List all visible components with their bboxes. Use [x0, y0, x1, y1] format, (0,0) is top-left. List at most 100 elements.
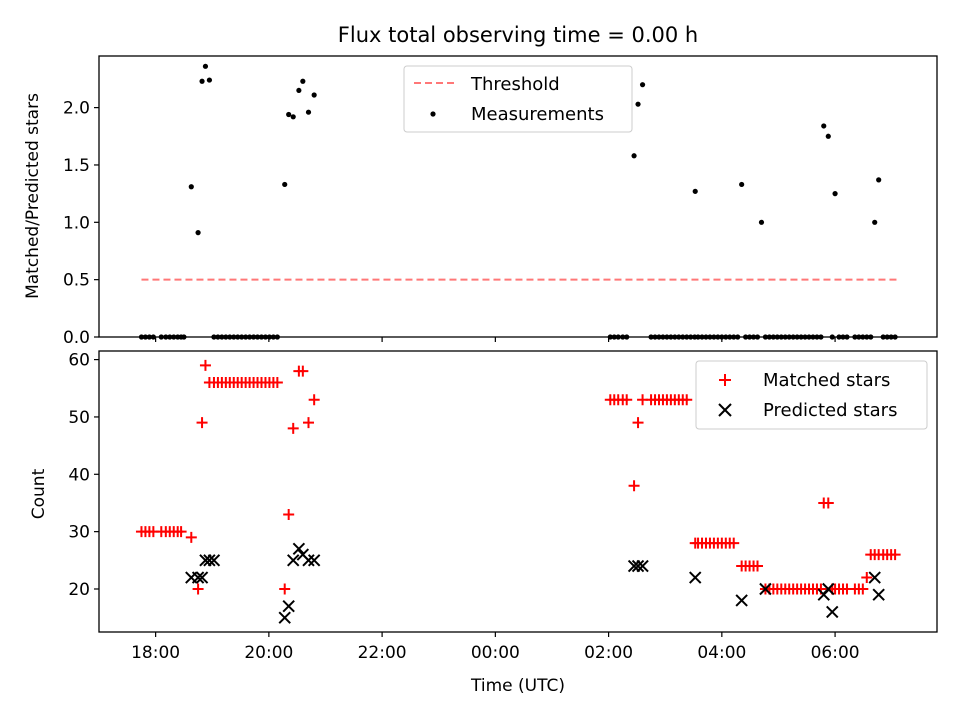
legend-label-matched: Matched stars	[763, 370, 890, 391]
legend-box	[403, 65, 633, 133]
measurement-point	[286, 111, 292, 118]
matched-stars-legend-swatch	[719, 374, 731, 386]
matched-star-point	[185, 531, 197, 543]
y-tick-label: 1.0	[63, 213, 90, 233]
legend-label-threshold: Threshold	[470, 74, 560, 95]
measurement-point	[821, 123, 827, 129]
measurement-point	[832, 191, 838, 197]
flux-ratio-axes: Flux total observing time = 0.00 h 0.00.…	[23, 23, 938, 348]
predicted-star-point	[191, 571, 205, 584]
predicted-star-point	[759, 582, 772, 596]
measurement-point	[195, 230, 201, 236]
measurement-point	[739, 181, 745, 188]
predicted-star-point	[636, 559, 649, 573]
y-tick-label: 0.5	[63, 271, 90, 291]
matched-star-point	[628, 480, 640, 492]
predicted-star-point	[868, 571, 881, 584]
predicted-star-point	[278, 611, 291, 624]
measurement-point	[758, 219, 765, 225]
measurement-point	[282, 181, 288, 188]
axes-frame	[98, 350, 938, 633]
predicted-star-point	[292, 542, 306, 556]
y-tick-group: 0.0 0.5 1.0 1.5 2.0	[63, 99, 99, 348]
x-tick-label: 06:00	[811, 643, 860, 663]
predicted-star-point	[631, 559, 645, 573]
legend-label-predicted: Predicted stars	[763, 400, 897, 421]
matched-star-point	[192, 583, 204, 595]
matched-star-point	[728, 537, 740, 549]
matched-star-point	[889, 549, 901, 561]
measurement-point	[631, 153, 637, 159]
matched-star-point	[283, 508, 295, 520]
y-tick-label: 20	[68, 580, 90, 600]
y-tick-label: 1.5	[63, 156, 90, 176]
legend-box	[695, 360, 928, 430]
matched-star-point	[196, 417, 208, 429]
matched-star-point	[822, 497, 834, 509]
matched-star-point	[199, 359, 211, 371]
y-axis-label: Count	[29, 468, 49, 519]
measurement-point	[188, 184, 194, 190]
star-count-axes: 20 30 40 50 60 18:00 20:00 22:00 00:00 02:00 04:0…	[29, 350, 938, 696]
x-tick-label: 00:00	[471, 643, 520, 663]
predicted-star-point	[302, 554, 315, 567]
measurement-point	[296, 87, 302, 94]
matched-star-point	[857, 583, 869, 595]
x-tick-label: 22:00	[358, 643, 407, 663]
x-axis-label: Time (UTC)	[470, 676, 565, 696]
measurement-point	[872, 219, 878, 225]
matched-star-point	[681, 394, 693, 406]
predicted-star-point	[195, 571, 209, 584]
measurement-point	[639, 82, 646, 88]
matched-star-point	[308, 394, 320, 406]
measurement-point	[311, 92, 317, 98]
measurement-point	[199, 78, 205, 84]
measurement-point	[290, 114, 296, 120]
measurement-point	[692, 188, 698, 194]
predicted-star-point	[307, 554, 321, 567]
matched-star-point	[287, 422, 299, 434]
predicted-star-point	[287, 554, 300, 567]
legend: Matched stars Predicted stars	[695, 360, 928, 430]
y-tick-label: 0.0	[63, 328, 90, 348]
predicted-star-point	[207, 554, 221, 567]
y-tick-label: 60	[68, 351, 90, 371]
predicted-star-point	[872, 588, 885, 601]
predicted-star-point	[282, 599, 295, 613]
y-tick-label: 2.0	[63, 99, 90, 119]
measurement-point	[305, 109, 312, 115]
legend-label-measurements: Measurements	[471, 104, 604, 125]
matched-star-point	[175, 526, 187, 538]
y-axis-label: Matched/Predicted stars	[23, 93, 43, 299]
x-tick-label: 20:00	[244, 643, 293, 663]
y-tick-label: 50	[68, 408, 90, 428]
measurement-point	[876, 177, 882, 183]
matched-star-point	[303, 417, 314, 429]
predicted-star-point	[689, 571, 702, 584]
matched-star-point	[621, 394, 633, 406]
y-tick-group: 20 30 40 50 60	[68, 351, 99, 600]
x-tick-label: 04:00	[697, 643, 746, 663]
measurement-point	[825, 133, 831, 139]
x-tick-label: 18:00	[131, 643, 180, 663]
matched-star-point	[861, 572, 873, 584]
matched-star-point	[297, 365, 309, 377]
measurement-point	[300, 78, 306, 84]
measurement-point	[206, 77, 213, 83]
x-tick-label: 02:00	[584, 643, 633, 663]
measurements-legend-swatch	[430, 111, 436, 117]
matched-star-point	[279, 583, 291, 595]
predicted-star-point	[822, 582, 835, 596]
predicted-star-point	[735, 594, 748, 607]
matched-star-point	[752, 560, 764, 572]
plot-area	[135, 359, 901, 624]
y-tick-label: 40	[68, 465, 90, 485]
predicted-stars-legend-swatch	[718, 403, 732, 417]
matched-star-point	[632, 417, 644, 429]
measurement-point	[202, 63, 209, 69]
x-tick-group: 18:00 20:00 22:00 00:00 02:00 04:00 06:00	[131, 632, 860, 663]
matched-star-point	[271, 377, 283, 389]
measurement-point	[635, 101, 641, 107]
y-tick-label: 30	[68, 523, 90, 543]
